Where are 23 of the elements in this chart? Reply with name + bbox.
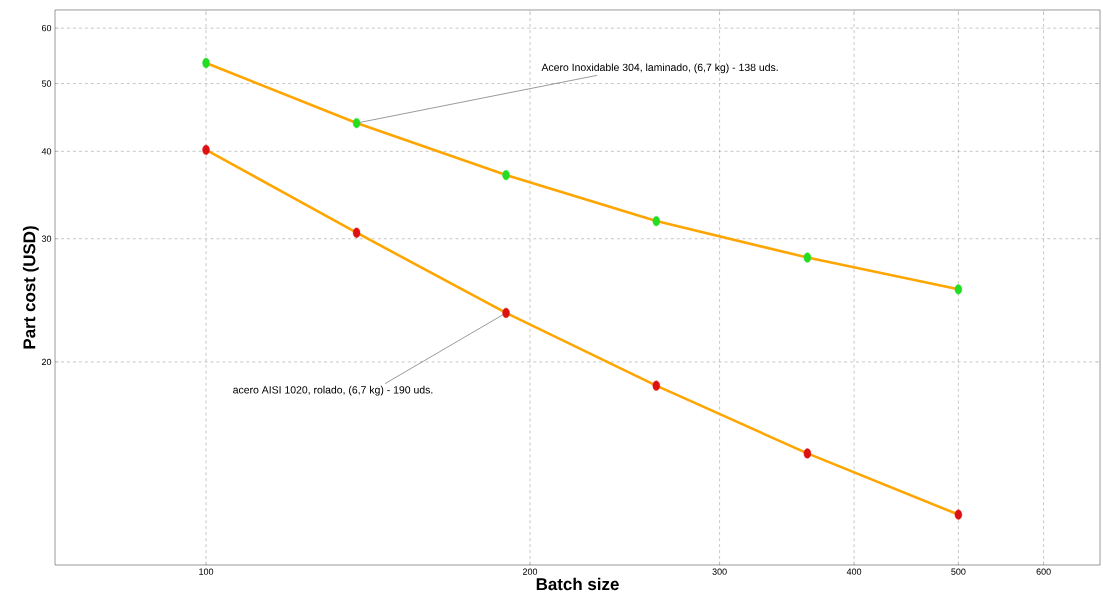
x-tick-label: 400 [846,568,862,575]
x-tick-label: 300 [712,568,727,575]
annotation: Acero Inoxidable 304, laminado, (6,7 kg) - 138 uds. [541,63,778,74]
point [202,144,210,155]
point [803,252,812,263]
x-tick-label: 500 [951,568,966,575]
annotation: acero AISI 1020, rolado, (6,7 kg) - 190 uds. [233,385,433,396]
y-tick-label: 20 [41,358,52,366]
point [803,448,812,459]
point [352,117,361,129]
point [954,284,963,295]
y-axis-title: Part cost (USD) [22,226,39,349]
x-tick-label: 100 [199,568,214,575]
point [954,509,963,520]
point [652,380,660,391]
y-tick-label: 60 [41,24,52,32]
x-tick-label: 600 [1036,568,1051,575]
point [352,227,361,238]
y-tick-label: 30 [41,235,52,242]
x-axis-title: Batch size [536,577,619,591]
y-tick-label: 50 [41,80,52,87]
y-tick-label: 40 [41,148,52,155]
x-tick-label: 200 [522,568,538,575]
